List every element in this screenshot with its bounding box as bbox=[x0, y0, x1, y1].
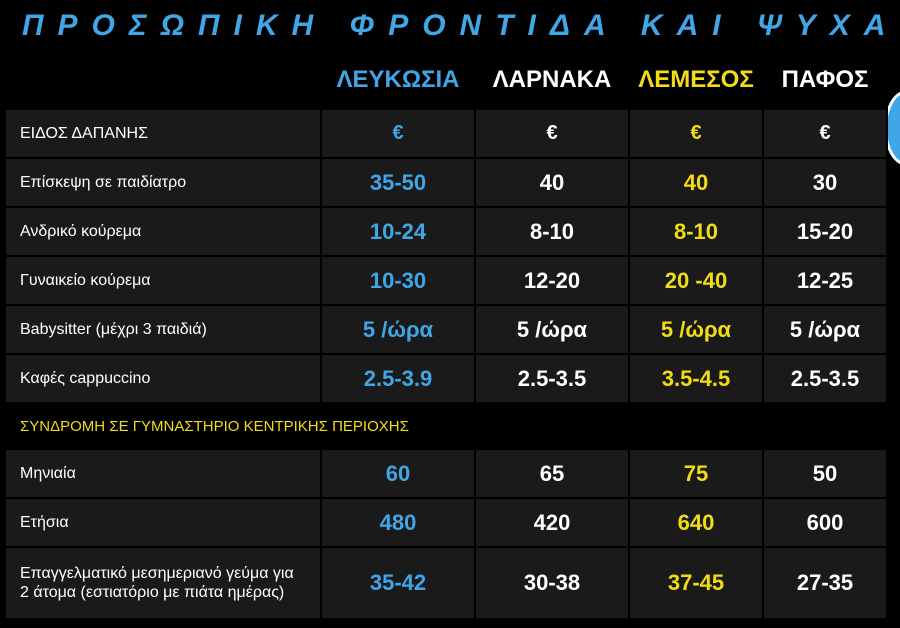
table-row: Μηνιαία 60 65 75 50 bbox=[4, 448, 888, 499]
row-label: Καφές cappuccino bbox=[4, 353, 322, 404]
column-header-nicosia: ΛΕΥΚΩΣΙΑ bbox=[320, 50, 476, 110]
cell-paphos: 15-20 bbox=[762, 206, 888, 257]
table-row: Επαγγελματικό μεσημεριανό γεύμα για 2 άτ… bbox=[4, 546, 888, 620]
cell-nicosia: 35-50 bbox=[320, 157, 476, 208]
table-header-row: ΛΕΥΚΩΣΙΑ ΛΑΡΝΑΚΑ ΛΕΜΕΣΟΣ ΠΑΦΟΣ bbox=[4, 50, 888, 110]
row-label: Μηνιαία bbox=[4, 448, 322, 499]
cell-nicosia: 5 /ώρα bbox=[320, 304, 476, 355]
table-row: Ετήσια 480 420 640 600 bbox=[4, 497, 888, 548]
cell-nicosia: € bbox=[320, 108, 476, 159]
cell-larnaca: 5 /ώρα bbox=[474, 304, 630, 355]
cell-paphos: 27-35 bbox=[762, 546, 888, 620]
row-label: Επαγγελματικό μεσημεριανό γεύμα για 2 άτ… bbox=[4, 546, 322, 620]
row-label: ΕΙΔΟΣ ΔΑΠΑΝΗΣ bbox=[4, 108, 322, 159]
cell-larnaca: 65 bbox=[474, 448, 630, 499]
row-label: Ανδρικό κούρεμα bbox=[4, 206, 322, 257]
cell-larnaca: 2.5-3.5 bbox=[474, 353, 630, 404]
table-row: ΕΙΔΟΣ ΔΑΠΑΝΗΣ € € € € bbox=[4, 108, 888, 159]
cell-paphos: 30 bbox=[762, 157, 888, 208]
cell-larnaca: 40 bbox=[474, 157, 630, 208]
cell-limassol: 3.5-4.5 bbox=[628, 353, 764, 404]
cell-nicosia: 10-24 bbox=[320, 206, 476, 257]
cell-paphos: 600 bbox=[762, 497, 888, 548]
cell-paphos: € bbox=[762, 108, 888, 159]
row-label: Babysitter (μέχρι 3 παιδιά) bbox=[4, 304, 322, 355]
cell-larnaca: 8-10 bbox=[474, 206, 630, 257]
section-title: ΣΥΝΔΡΟΜΗ ΣΕ ΓΥΜΝΑΣΤΗΡΙΟ ΚΕΝΤΡΙΚΗΣ ΠΕΡΙΟΧ… bbox=[4, 402, 888, 450]
cell-paphos: 12-25 bbox=[762, 255, 888, 306]
column-header-limassol: ΛΕΜΕΣΟΣ bbox=[628, 50, 764, 110]
row-label: Γυναικείο κούρεμα bbox=[4, 255, 322, 306]
cell-limassol: 20 -40 bbox=[628, 255, 764, 306]
cell-limassol: 40 bbox=[628, 157, 764, 208]
cell-larnaca: 30-38 bbox=[474, 546, 630, 620]
column-header-paphos: ΠΑΦΟΣ bbox=[762, 50, 888, 110]
table-row: Καφές cappuccino 2.5-3.9 2.5-3.5 3.5-4.5… bbox=[4, 353, 888, 404]
table-row: Επίσκεψη σε παιδίατρο 35-50 40 40 30 bbox=[4, 157, 888, 208]
row-label-line: 2 άτομα (εστιατόριο με πιάτα ημέρας) bbox=[20, 584, 285, 601]
table-row: Γυναικείο κούρεμα 10-30 12-20 20 -40 12-… bbox=[4, 255, 888, 306]
table-row: Ανδρικό κούρεμα 10-24 8-10 8-10 15-20 bbox=[4, 206, 888, 257]
cell-limassol: 640 bbox=[628, 497, 764, 548]
cell-paphos: 5 /ώρα bbox=[762, 304, 888, 355]
column-header-larnaca: ΛΑΡΝΑΚΑ bbox=[474, 50, 630, 110]
cell-larnaca: € bbox=[474, 108, 630, 159]
cell-paphos: 50 bbox=[762, 448, 888, 499]
cell-limassol: 75 bbox=[628, 448, 764, 499]
cell-nicosia: 2.5-3.9 bbox=[320, 353, 476, 404]
row-label: Επίσκεψη σε παιδίατρο bbox=[4, 157, 322, 208]
table-row: Babysitter (μέχρι 3 παιδιά) 5 /ώρα 5 /ώρ… bbox=[4, 304, 888, 355]
cell-larnaca: 420 bbox=[474, 497, 630, 548]
price-table: ΛΕΥΚΩΣΙΑ ΛΑΡΝΑΚΑ ΛΕΜΕΣΟΣ ΠΑΦΟΣ ΕΙΔΟΣ ΔΑΠ… bbox=[4, 50, 888, 620]
cell-nicosia: 10-30 bbox=[320, 255, 476, 306]
page-title: ΠΡΟΣΩΠΙΚΗ ΦΡΟΝΤΙΔΑ ΚΑΙ ΨΥΧΑΓΩΓΙΑ bbox=[22, 9, 900, 42]
row-label-line: Επαγγελματικό μεσημεριανό γεύμα για bbox=[20, 565, 294, 582]
section-header-row: ΣΥΝΔΡΟΜΗ ΣΕ ΓΥΜΝΑΣΤΗΡΙΟ ΚΕΝΤΡΙΚΗΣ ΠΕΡΙΟΧ… bbox=[4, 402, 888, 450]
cell-limassol: 5 /ώρα bbox=[628, 304, 764, 355]
cell-limassol: € bbox=[628, 108, 764, 159]
header-empty-cell bbox=[4, 50, 322, 110]
cell-nicosia: 480 bbox=[320, 497, 476, 548]
cell-nicosia: 60 bbox=[320, 448, 476, 499]
cell-limassol: 8-10 bbox=[628, 206, 764, 257]
cell-larnaca: 12-20 bbox=[474, 255, 630, 306]
cell-nicosia: 35-42 bbox=[320, 546, 476, 620]
cell-paphos: 2.5-3.5 bbox=[762, 353, 888, 404]
row-label: Ετήσια bbox=[4, 497, 322, 548]
cell-limassol: 37-45 bbox=[628, 546, 764, 620]
